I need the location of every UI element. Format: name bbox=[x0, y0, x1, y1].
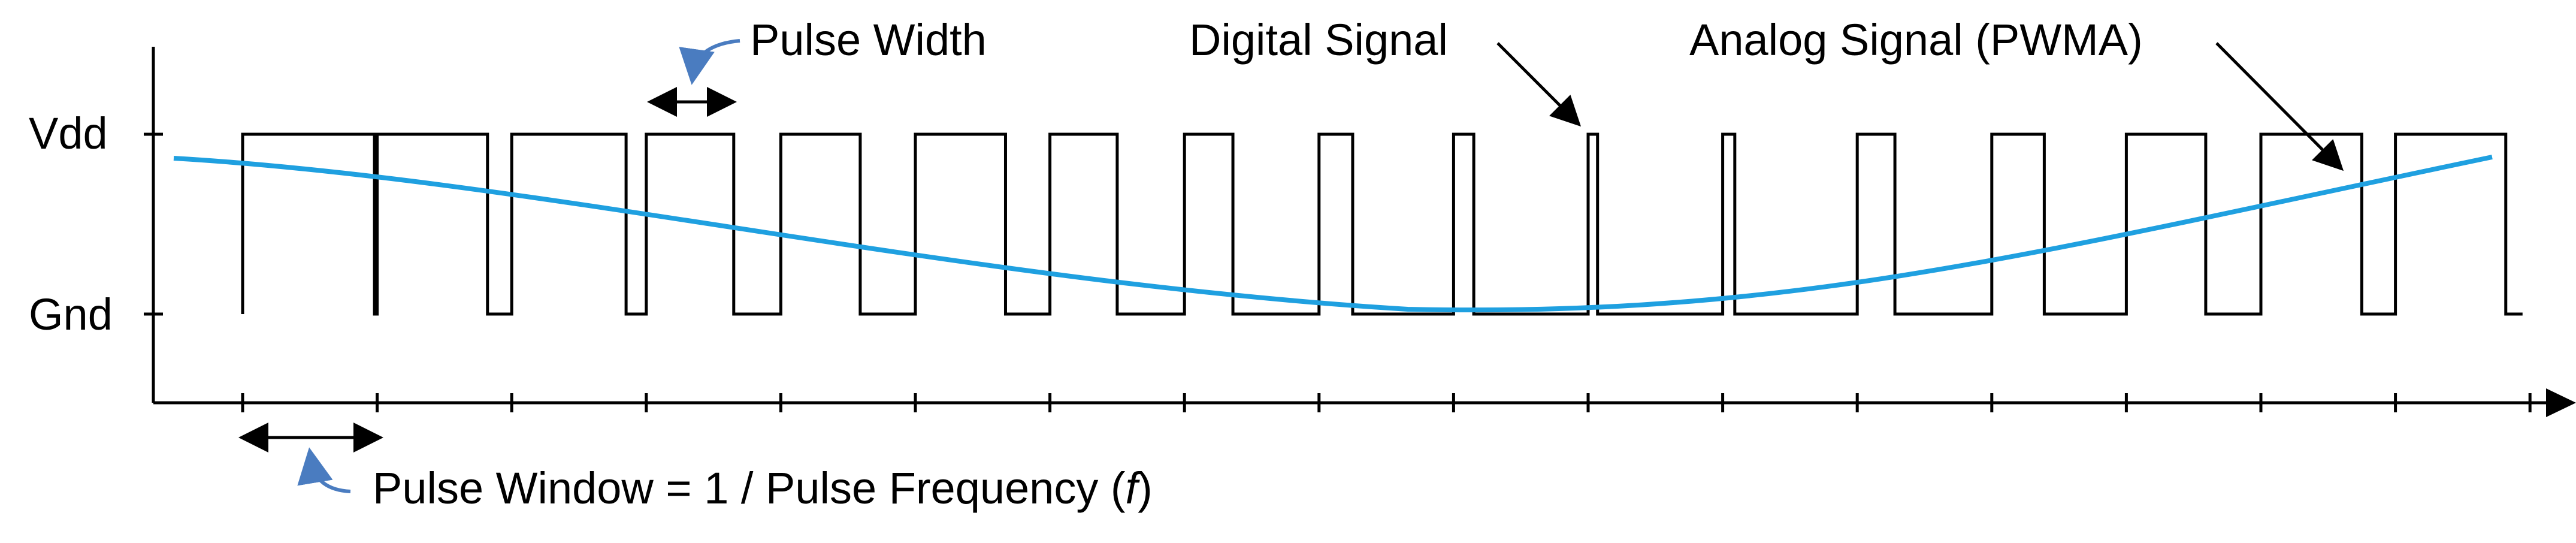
analog-signal-callout-arrow bbox=[2215, 42, 2344, 171]
analog-signal-curve bbox=[173, 155, 2493, 313]
x-ticks bbox=[241, 393, 2532, 412]
pulse-window-callout-arrow bbox=[297, 447, 351, 493]
pulse-width-callout-arrow bbox=[679, 39, 740, 85]
x-axis-arrow-icon bbox=[2546, 388, 2576, 417]
analog-signal-label: Analog Signal (PWMA) bbox=[1689, 15, 2143, 65]
digital-signal-waveform bbox=[241, 132, 2523, 316]
y-label-vdd: Vdd bbox=[29, 108, 108, 158]
pulse-window-label: Pulse Window = 1 / Pulse Frequency (f) bbox=[373, 463, 1153, 513]
pulse-window-label-prefix: Pulse Window = 1 / Pulse Frequency ( bbox=[373, 463, 1126, 513]
pulse-window-label-suffix: ) bbox=[1138, 463, 1153, 513]
pulse-width-label: Pulse Width bbox=[750, 15, 987, 65]
digital-signal-label: Digital Signal bbox=[1189, 15, 1448, 65]
y-label-gnd: Gnd bbox=[29, 289, 113, 339]
digital-signal-callout-arrow bbox=[1496, 42, 1582, 127]
